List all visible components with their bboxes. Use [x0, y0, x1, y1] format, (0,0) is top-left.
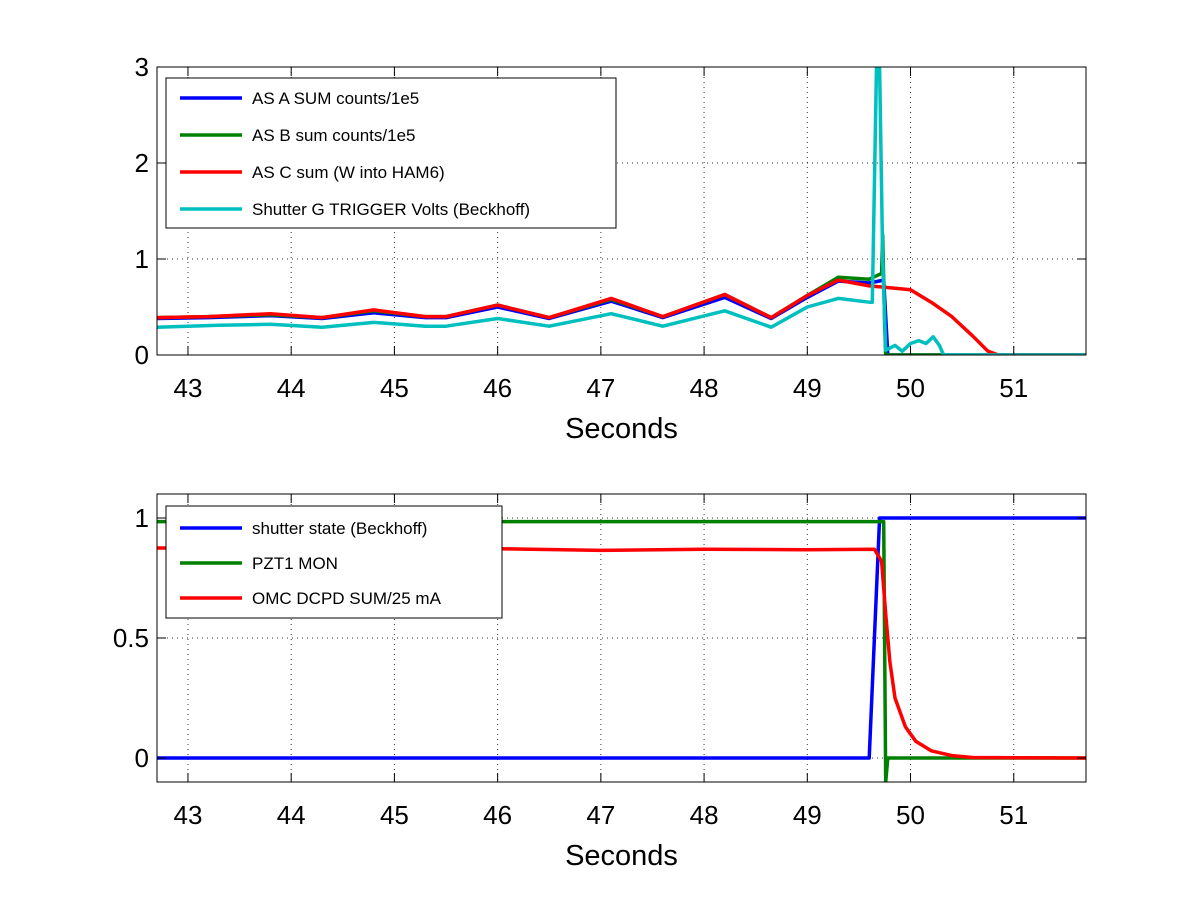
bottom-chart: 43 44 45 46 47 48 49 50 51 0 0.5 1 Seconds shutter …: [113, 493, 1087, 872]
top-x-tick-label: 49: [793, 373, 822, 403]
bottom-series-line-2: [157, 519, 1086, 782]
top-series-line-3: [157, 278, 1086, 355]
top-y-tick-label: 3: [135, 52, 149, 82]
bottom-series-group: [157, 516, 1086, 782]
bottom-x-tick-label: 49: [793, 800, 822, 830]
top-y-tick-label: 2: [135, 148, 149, 178]
bottom-x-tick-label: 46: [483, 800, 512, 830]
top-x-tick-label: 51: [999, 373, 1028, 403]
top-x-tick-label: 43: [174, 373, 203, 403]
bottom-series-line-1: [157, 516, 1086, 760]
top-x-axis-label: Seconds: [565, 413, 678, 445]
top-ticks: 43 44 45 46 47 48 49 50 51 0 1 2 3: [135, 52, 1086, 403]
bottom-series-line-3: [157, 546, 1086, 760]
bottom-x-tick-label: 47: [586, 800, 615, 830]
top-series-group: [157, 67, 1086, 355]
top-x-tick-label: 48: [690, 373, 719, 403]
top-series-line-4: [157, 67, 1086, 355]
bottom-legend-label-2: PZT1 MON: [252, 554, 338, 573]
top-legend: AS A SUM counts/1e5 AS B sum counts/1e5 AS…: [165, 77, 617, 229]
top-legend-label-4: Shutter G TRIGGER Volts (Beckhoff): [252, 200, 530, 219]
top-legend-label-3: AS C sum (W into HAM6): [252, 163, 445, 182]
bottom-ticks: 43 44 45 46 47 48 49 50 51 0 0.5 1: [113, 494, 1086, 830]
bottom-x-tick-label: 45: [380, 800, 409, 830]
top-legend-box: [165, 77, 617, 229]
top-legend-label-2: AS B sum counts/1e5: [252, 126, 415, 145]
bottom-legend-label-1: shutter state (Beckhoff): [252, 519, 427, 538]
top-x-tick-label: 50: [896, 373, 925, 403]
bottom-x-tick-label: 48: [690, 800, 719, 830]
bottom-x-tick-label: 51: [999, 800, 1028, 830]
top-x-tick-label: 46: [483, 373, 512, 403]
bottom-x-tick-label: 44: [277, 800, 306, 830]
bottom-x-tick-label: 50: [896, 800, 925, 830]
top-chart: 43 44 45 46 47 48 49 50 51 0 1 2 3 Seconds AS A SUM …: [135, 52, 1087, 445]
top-legend-label-1: AS A SUM counts/1e5: [252, 89, 419, 108]
top-y-tick-label: 0: [135, 340, 149, 370]
bottom-legend: shutter state (Beckhoff) PZT1 MON OMC DCPD…: [165, 505, 503, 619]
bottom-y-tick-label: 0.5: [113, 623, 149, 653]
bottom-x-tick-label: 43: [174, 800, 203, 830]
top-plot-frame: [156, 66, 1087, 356]
top-x-tick-label: 44: [277, 373, 306, 403]
top-x-tick-label: 47: [586, 373, 615, 403]
bottom-legend-label-3: OMC DCPD SUM/25 mA: [252, 589, 442, 608]
bottom-y-tick-label: 0: [135, 743, 149, 773]
top-x-tick-label: 45: [380, 373, 409, 403]
bottom-x-axis-label: Seconds: [565, 840, 678, 872]
bottom-y-tick-label: 1: [135, 503, 149, 533]
top-y-tick-label: 1: [135, 244, 149, 274]
